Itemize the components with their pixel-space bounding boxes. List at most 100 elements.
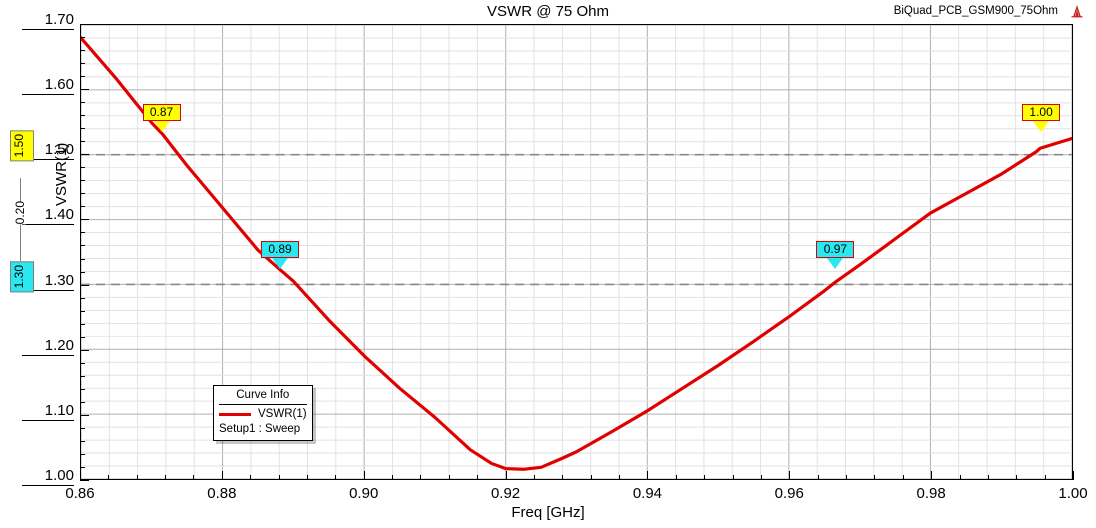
- marker-label: 0.87: [142, 104, 181, 122]
- y-tick: [80, 349, 89, 351]
- ansys-logo-icon: [1071, 5, 1083, 18]
- marker-pointer-icon: [153, 121, 170, 133]
- x-tick: [817, 475, 819, 480]
- y-tick-label: 1.10: [22, 402, 74, 421]
- marker-pointer-icon: [272, 258, 289, 270]
- x-tick: [165, 475, 167, 480]
- y-tick: [80, 362, 85, 364]
- delta-value-label: 0.20: [13, 201, 27, 225]
- x-tick: [874, 475, 876, 480]
- x-tick: [789, 471, 791, 480]
- marker-label: 1.00: [1022, 104, 1061, 122]
- y-tick: [80, 232, 85, 234]
- y-tick: [80, 427, 85, 429]
- x-tick: [363, 471, 365, 480]
- x-tick: [1016, 475, 1018, 480]
- y-tick: [80, 128, 85, 130]
- y-tick-label: 1.30: [22, 272, 74, 291]
- y-tick: [80, 154, 89, 156]
- y-tick: [80, 297, 85, 299]
- y-tick: [80, 102, 85, 104]
- x-tick: [533, 475, 535, 480]
- marker-label: 0.97: [816, 241, 855, 259]
- ref-line-1-30[interactable]: 1.30: [10, 260, 34, 292]
- x-tick: [704, 475, 706, 480]
- y-tick: [80, 375, 85, 377]
- y-tick: [80, 219, 89, 221]
- marker-0-97[interactable]: 0.97: [816, 241, 855, 270]
- x-tick: [193, 475, 195, 480]
- y-tick: [80, 180, 85, 182]
- y-tick: [80, 414, 89, 416]
- x-tick: [278, 475, 280, 480]
- y-tick: [80, 453, 85, 455]
- y-tick: [80, 89, 89, 91]
- x-tick: [959, 475, 961, 480]
- y-tick: [80, 323, 85, 325]
- x-tick: [647, 471, 649, 480]
- x-tick: [987, 475, 989, 480]
- y-tick: [80, 336, 85, 338]
- x-tick-label: 0.92: [490, 485, 521, 502]
- legend-title: Curve Info: [219, 388, 307, 405]
- legend-series-label: VSWR(1): [258, 408, 307, 420]
- y-tick-label: 1.40: [22, 206, 74, 226]
- x-tick: [80, 471, 81, 480]
- x-tick: [902, 475, 904, 480]
- x-tick: [732, 475, 734, 480]
- x-tick: [562, 475, 564, 480]
- y-tick: [80, 193, 85, 195]
- curve-layer: [81, 36, 1072, 471]
- ref-line-1-50[interactable]: 1.50: [10, 130, 34, 162]
- x-axis-title: Freq [GHz]: [511, 504, 585, 521]
- legend-color-swatch: [219, 413, 251, 416]
- x-tick: [392, 475, 394, 480]
- y-tick: [80, 24, 89, 25]
- x-tick-label: 0.96: [774, 485, 804, 502]
- y-tick-label: 1.60: [22, 76, 74, 96]
- y-tick-label: 1.50: [22, 141, 74, 161]
- y-tick-label: 1.00: [22, 467, 74, 486]
- y-tick: [80, 310, 85, 312]
- y-tick: [80, 206, 85, 208]
- y-tick: [80, 440, 85, 442]
- x-tick: [619, 475, 621, 480]
- x-tick: [136, 475, 138, 480]
- x-tick: [675, 475, 677, 480]
- legend-row: VSWR(1): [219, 407, 307, 422]
- y-tick: [80, 76, 85, 78]
- x-tick-label: 1.00: [1058, 485, 1088, 502]
- x-tick-label: 0.86: [65, 485, 95, 502]
- y-tick: [80, 401, 85, 403]
- y-tick: [80, 245, 85, 247]
- y-tick-label: 1.20: [22, 337, 74, 356]
- x-tick: [420, 475, 422, 480]
- y-tick: [80, 50, 85, 52]
- legend-box[interactable]: Curve Info VSWR(1) Setup1 : Sweep: [213, 385, 313, 441]
- x-tick: [477, 475, 479, 480]
- x-tick: [1044, 475, 1046, 480]
- y-tick: [80, 388, 85, 390]
- y-tick: [80, 480, 89, 481]
- y-tick: [80, 37, 85, 39]
- y-tick-label: 1.70: [22, 11, 74, 30]
- y-tick: [80, 141, 85, 143]
- x-tick: [505, 471, 507, 480]
- marker-pointer-icon: [827, 258, 844, 270]
- reference-line-layer: [81, 153, 1072, 286]
- x-tick: [846, 475, 848, 480]
- marker-1-00[interactable]: 1.00: [1022, 104, 1061, 133]
- x-tick: [221, 471, 223, 480]
- x-tick: [1073, 471, 1074, 480]
- marker-0-87[interactable]: 0.87: [142, 104, 181, 133]
- y-tick: [80, 115, 85, 117]
- marker-0-89[interactable]: 0.89: [261, 241, 300, 270]
- x-tick-label: 0.98: [916, 485, 946, 502]
- x-tick: [760, 475, 762, 480]
- y-tick: [80, 271, 85, 273]
- x-tick: [590, 475, 592, 480]
- legend-sweep-label: Setup1 : Sweep: [219, 423, 301, 435]
- design-name-label: BiQuad_PCB_GSM900_75Ohm: [893, 5, 1058, 17]
- y-tick: [80, 284, 89, 286]
